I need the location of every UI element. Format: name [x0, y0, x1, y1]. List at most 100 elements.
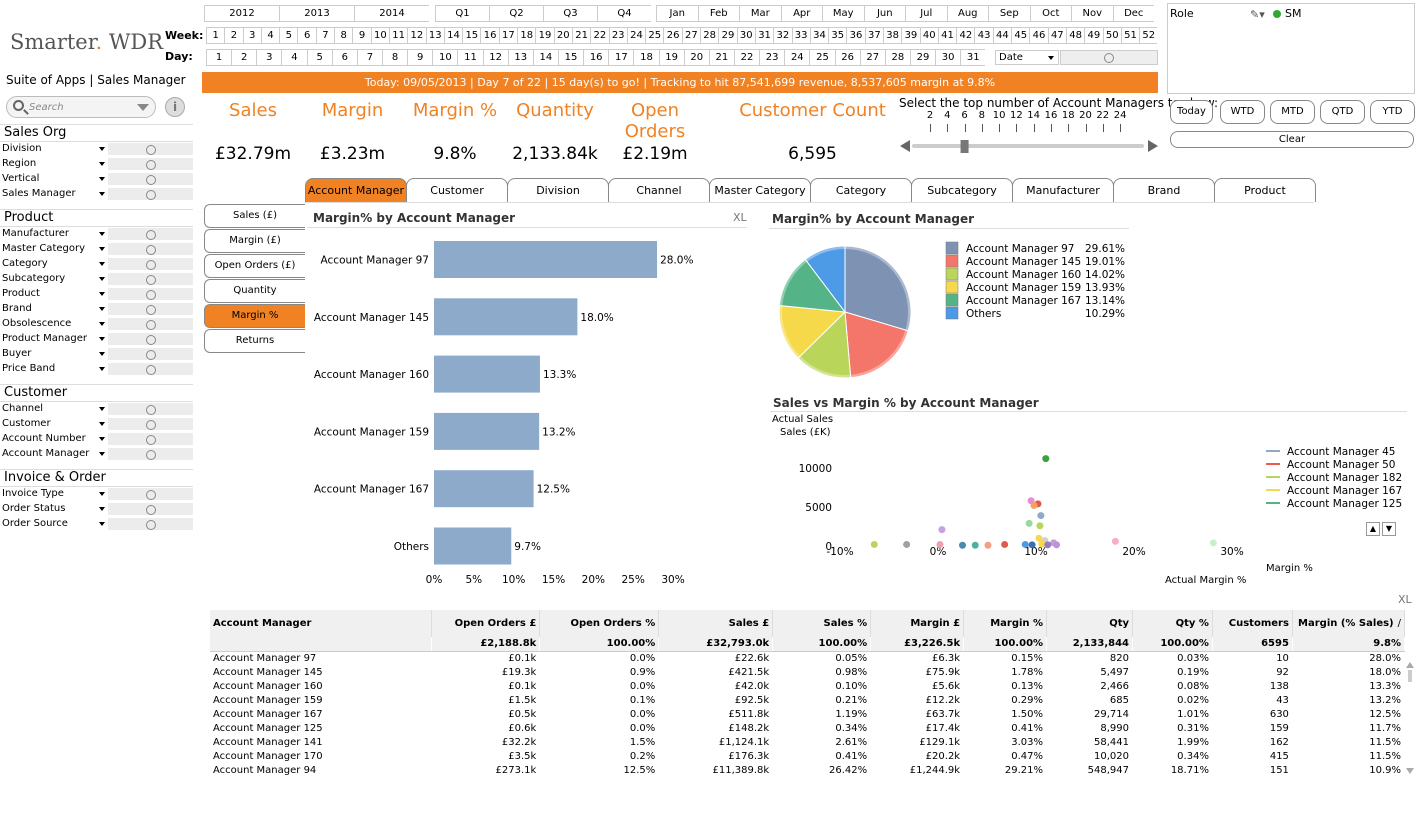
filter-order-status[interactable]: Order Status: [0, 502, 193, 517]
week-cell[interactable]: 7: [315, 27, 335, 44]
clear-button[interactable]: Clear: [1170, 131, 1414, 148]
column-header[interactable]: Margin (% Sales) /: [1292, 610, 1406, 637]
month-cell[interactable]: Nov: [1071, 5, 1113, 22]
filter-value[interactable]: [108, 403, 193, 416]
filter-buyer[interactable]: Buyer: [0, 347, 193, 362]
tab-master-category[interactable]: Master Category: [709, 178, 811, 202]
week-cell[interactable]: 46: [1029, 27, 1048, 44]
filter-invoice-type[interactable]: Invoice Type: [0, 487, 193, 502]
table-row[interactable]: Account Manager 141 £32.2k 1.5% £1,124.1k 2.…: [210, 735, 1406, 749]
day-cell[interactable]: 24: [784, 49, 810, 66]
scatter-point[interactable]: [1030, 501, 1038, 509]
filter-value[interactable]: [108, 518, 193, 531]
day-cell[interactable]: 18: [633, 49, 659, 66]
year-cell[interactable]: 2012: [204, 5, 279, 22]
filter-value[interactable]: [108, 333, 193, 346]
day-cell[interactable]: 26: [834, 49, 860, 66]
week-cell[interactable]: 13: [425, 27, 444, 44]
month-cell[interactable]: Sep: [988, 5, 1030, 22]
week-cell[interactable]: 42: [956, 27, 975, 44]
filter-value[interactable]: [108, 158, 193, 171]
week-cell[interactable]: 45: [1011, 27, 1030, 44]
column-header[interactable]: Customers: [1212, 610, 1293, 637]
day-cell[interactable]: 27: [859, 49, 885, 66]
column-header[interactable]: Sales £: [658, 610, 774, 637]
tab-division[interactable]: Division: [507, 178, 609, 202]
week-cell[interactable]: 25: [645, 27, 664, 44]
month-cell[interactable]: Jun: [863, 5, 905, 22]
filter-value[interactable]: [108, 258, 193, 271]
filter-value[interactable]: [108, 173, 193, 186]
scatter-point[interactable]: [1053, 541, 1061, 549]
chevron-down-icon[interactable]: [137, 104, 149, 111]
week-cell[interactable]: 41: [937, 27, 957, 44]
filter-value[interactable]: [108, 348, 193, 361]
filter-value[interactable]: [108, 143, 193, 156]
week-cell[interactable]: 44: [992, 27, 1012, 44]
slider-thumb[interactable]: [960, 140, 969, 153]
scatter-point[interactable]: [870, 540, 878, 548]
day-cell[interactable]: 6: [331, 49, 357, 66]
week-cell[interactable]: 49: [1084, 27, 1103, 44]
search-input[interactable]: Search: [6, 96, 156, 118]
week-cell[interactable]: 23: [608, 27, 627, 44]
filter-value[interactable]: [108, 303, 193, 316]
quarter-cell[interactable]: Q1: [435, 5, 489, 22]
filter-value[interactable]: [108, 243, 193, 256]
month-cell[interactable]: Oct: [1029, 5, 1071, 22]
month-cell[interactable]: Dec: [1112, 5, 1154, 22]
day-cell[interactable]: 7: [356, 49, 382, 66]
year-cell[interactable]: 2013: [279, 5, 354, 22]
day-cell[interactable]: 12: [482, 49, 508, 66]
column-header[interactable]: Account Manager: [210, 610, 433, 637]
filter-value[interactable]: [108, 288, 193, 301]
xl-table-export-button[interactable]: XL: [1398, 593, 1412, 606]
week-cell[interactable]: 24: [626, 27, 646, 44]
quarter-cell[interactable]: Q2: [489, 5, 543, 22]
tab-product[interactable]: Product: [1214, 178, 1316, 202]
scatter-point[interactable]: [1038, 540, 1046, 548]
filter-vertical[interactable]: Vertical: [0, 172, 193, 187]
dropdown-arrow-icon[interactable]: [99, 147, 105, 151]
role-value[interactable]: SM: [1285, 7, 1302, 20]
date-select[interactable]: Date: [995, 50, 1059, 65]
week-cell[interactable]: 17: [498, 27, 518, 44]
scatter-point[interactable]: [903, 540, 911, 548]
week-cell[interactable]: 9: [352, 27, 371, 44]
filter-price-band[interactable]: Price Band: [0, 362, 193, 377]
measure-tab-quantity[interactable]: Quantity: [204, 279, 305, 303]
week-cell[interactable]: 37: [864, 27, 883, 44]
day-cell[interactable]: 10: [432, 49, 458, 66]
month-cell[interactable]: Mar: [739, 5, 781, 22]
week-cell[interactable]: 52: [1139, 27, 1158, 44]
table-row[interactable]: Account Manager 125 £0.6k 0.0% £148.2k 0.34%…: [210, 721, 1406, 735]
day-cell[interactable]: 14: [532, 49, 558, 66]
bar[interactable]: [434, 527, 512, 565]
filter-region[interactable]: Region: [0, 157, 193, 172]
filter-manufacturer[interactable]: Manufacturer: [0, 227, 193, 242]
measure-tab-open-orders-[interactable]: Open Orders (£): [204, 254, 305, 278]
tab-manufacturer[interactable]: Manufacturer: [1012, 178, 1114, 202]
month-cell[interactable]: Aug: [946, 5, 988, 22]
filter-channel[interactable]: Channel: [0, 402, 193, 417]
week-cell[interactable]: 31: [754, 27, 774, 44]
day-cell[interactable]: 28: [884, 49, 910, 66]
column-header[interactable]: Sales %: [772, 610, 872, 637]
table-row[interactable]: Account Manager 159 £1.5k 0.1% £92.5k 0.21% £…: [210, 693, 1406, 707]
week-cell[interactable]: 1: [206, 27, 225, 44]
day-cell[interactable]: 17: [608, 49, 634, 66]
filter-value[interactable]: [108, 448, 193, 461]
filter-value[interactable]: [108, 418, 193, 431]
week-cell[interactable]: 48: [1065, 27, 1085, 44]
scatter-point[interactable]: [1037, 512, 1045, 520]
period-button-mtd[interactable]: MTD: [1270, 100, 1315, 124]
filter-value[interactable]: [108, 188, 193, 201]
dropdown-arrow-icon[interactable]: [99, 247, 105, 251]
period-button-today[interactable]: Today: [1170, 100, 1213, 124]
dropdown-arrow-icon[interactable]: [99, 262, 105, 266]
dropdown-arrow-icon[interactable]: [99, 232, 105, 236]
tab-channel[interactable]: Channel: [608, 178, 710, 202]
scatter-point[interactable]: [971, 541, 979, 549]
filter-sales-manager[interactable]: Sales Manager: [0, 187, 193, 202]
tab-customer[interactable]: Customer: [406, 178, 508, 202]
